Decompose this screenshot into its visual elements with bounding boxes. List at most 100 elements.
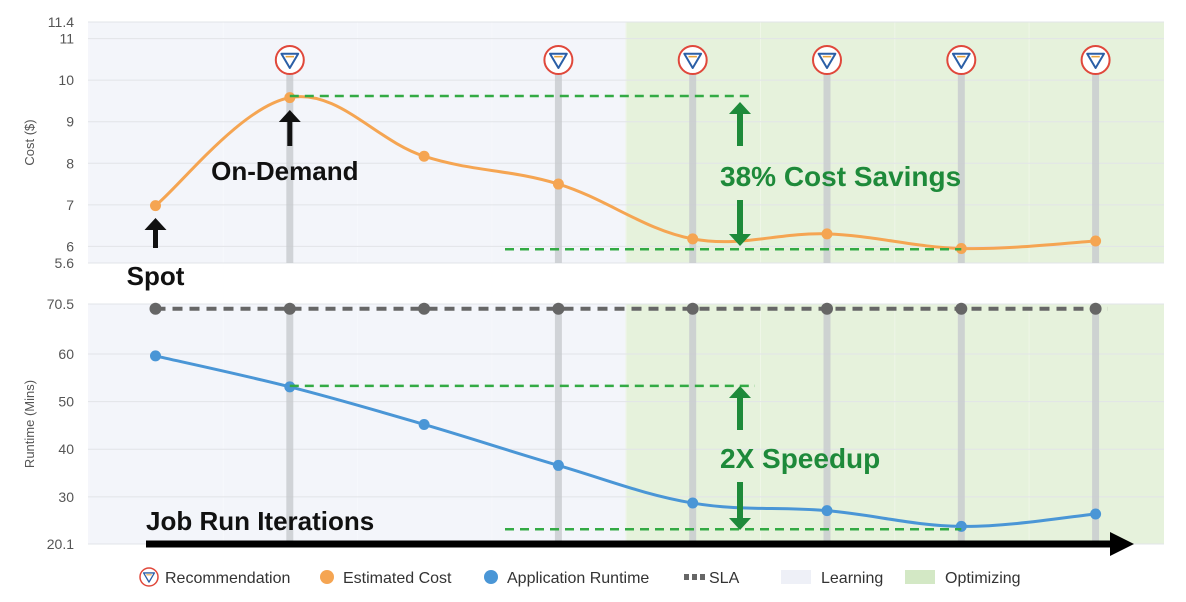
recommendation-icon-v	[951, 52, 971, 69]
legend-dot	[484, 570, 498, 584]
recommendation-icon	[543, 45, 574, 75]
speedup-up-arrow-head	[729, 386, 751, 398]
y-tick-label: 10	[58, 72, 74, 88]
runtime-learning-region	[88, 304, 626, 544]
column-separator	[491, 22, 493, 263]
column-separator	[1028, 304, 1030, 544]
sla-point	[552, 302, 565, 315]
cost-optimizing-region	[625, 22, 1164, 263]
recommendation-icon-ring	[812, 45, 842, 75]
recommendation-icon-ring	[543, 45, 574, 75]
column-separator	[625, 22, 627, 263]
estimated-cost-point	[150, 200, 161, 212]
legend-label: SLA	[709, 570, 740, 587]
legend-label: Learning	[821, 570, 883, 587]
recommendation-icon-v	[142, 572, 156, 583]
series-layer	[149, 92, 1108, 532]
sla-point	[1089, 302, 1102, 315]
y-tick-label: 8	[66, 155, 74, 171]
recommendation-icon	[677, 45, 708, 75]
y-tick-label: 5.6	[55, 255, 75, 271]
estimated-cost-point	[1090, 235, 1102, 247]
recommendation-icon-v	[1086, 52, 1105, 69]
sla-point	[283, 302, 296, 315]
estimated-cost-point	[418, 150, 430, 162]
column-separator	[222, 304, 224, 544]
y-tick-label: 6	[66, 238, 74, 254]
column-separator	[625, 304, 627, 544]
column-separator	[222, 22, 224, 263]
y-tick-label: 70.5	[47, 296, 74, 312]
cost-savings-down-arrow-head	[729, 234, 751, 246]
recommendation-icon-v	[683, 52, 703, 69]
on-demand-arrow-head	[278, 110, 301, 122]
column-separator	[760, 22, 761, 263]
spot-arrow-head	[144, 218, 167, 230]
sla-point	[418, 302, 431, 315]
y-axis-title: Cost ($)	[22, 119, 37, 165]
application-runtime-point	[150, 350, 161, 362]
recommendation-icon-v	[280, 52, 300, 69]
recommendation-icon-v	[549, 52, 568, 69]
recommendation-icon	[946, 45, 977, 75]
legend-label: Application Runtime	[507, 570, 649, 587]
column-separator	[760, 304, 761, 544]
sla-point	[686, 302, 699, 315]
legend-item: Recommendation	[139, 567, 290, 587]
recommendation-icon-ring	[677, 45, 708, 75]
application-runtime-point	[1090, 508, 1102, 520]
estimated-cost-point	[821, 228, 833, 240]
legend-item: Learning	[781, 570, 883, 587]
cost-learning-region	[88, 22, 626, 263]
legend-swatch	[905, 570, 935, 584]
application-runtime-point	[687, 497, 699, 509]
column-separator	[357, 304, 359, 544]
y-tick-label: 40	[58, 441, 74, 457]
recommendation-icon-ring	[139, 567, 159, 587]
recommendation-icon	[812, 45, 842, 75]
background-layer	[88, 22, 1164, 544]
legend-dash	[684, 574, 689, 580]
y-tick-label: 60	[58, 346, 74, 362]
sla-point	[955, 302, 968, 315]
cost-savings-up-arrow-head	[729, 102, 751, 114]
runtime-optimizing-region	[625, 304, 1164, 544]
legend-item: Estimated Cost	[320, 570, 452, 587]
legend-swatch	[781, 570, 811, 584]
iterations-arrow-head	[1110, 532, 1134, 556]
speedup-label: 2X Speedup	[720, 443, 880, 474]
recommendation-icon	[274, 45, 305, 75]
y-tick-label: 30	[58, 489, 74, 505]
on-demand-label: On-Demand	[211, 156, 358, 186]
legend-dash	[700, 574, 705, 580]
y-tick-label: 11	[59, 31, 74, 47]
sla-point	[821, 302, 833, 315]
legend-item: Application Runtime	[484, 570, 649, 587]
application-runtime-point	[821, 505, 833, 517]
y-tick-label: 20.1	[47, 536, 74, 552]
job-run-iterations-label: Job Run Iterations	[146, 506, 374, 536]
legend: Recommendation Estimated Cost Application …	[139, 567, 1021, 587]
cost-savings-label: 38% Cost Savings	[720, 161, 961, 192]
column-separator	[491, 304, 493, 544]
application-runtime-line	[155, 354, 1096, 528]
estimated-cost-point	[284, 92, 296, 104]
y-tick-label: 7	[66, 197, 74, 213]
recommendation-icon	[1080, 45, 1111, 75]
column-separator	[894, 304, 896, 544]
column-separator	[88, 304, 90, 544]
estimated-cost-point	[552, 178, 564, 190]
recommendation-icon-ring	[274, 45, 305, 75]
speedup-down-arrow-head	[729, 518, 751, 530]
y-tick-label: 50	[58, 394, 74, 410]
recommendation-icon-ring	[946, 45, 977, 75]
legend-dash	[692, 574, 697, 580]
y-tick-label: 9	[66, 114, 74, 130]
column-separator	[1028, 22, 1030, 263]
spot-label: Spot	[127, 261, 185, 291]
legend-label: Optimizing	[945, 570, 1021, 587]
application-runtime-point	[552, 459, 564, 471]
annotation-layer: Spot On-Demand 38% Cost Savings 2X Speedup J…	[127, 45, 1134, 556]
